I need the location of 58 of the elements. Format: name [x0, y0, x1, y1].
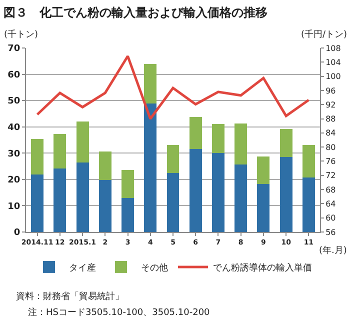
y-tick-label: 0: [14, 228, 20, 238]
bar: [144, 64, 157, 104]
y2-tick-label: 92: [326, 100, 336, 110]
bar: [280, 156, 292, 232]
text: 注：HSコード3505.10-100、3505.10-200: [28, 307, 210, 318]
line-series: [36, 54, 310, 120]
bar: [166, 144, 180, 174]
bar: [166, 173, 180, 232]
y2-tick-label: 88: [326, 114, 336, 124]
text: 資料：財務省「貿易統計」: [16, 291, 124, 302]
y-tick-label: 20: [8, 176, 20, 186]
bar: [122, 198, 134, 232]
bar: [31, 138, 44, 174]
y2-tick-label: 68: [326, 185, 336, 194]
bar: [189, 149, 202, 232]
y-tick-label: 40: [8, 123, 20, 134]
bar: [257, 156, 270, 184]
bar: [257, 184, 270, 232]
bar: [212, 124, 224, 154]
bar: [144, 104, 157, 232]
chart-title: 図３ 化工でん粉の輸入量および輸入価格の推移: [4, 5, 268, 20]
legend-label: タイ産: [69, 262, 96, 274]
y-tick-label: 60: [8, 70, 20, 80]
bar: [234, 164, 248, 232]
y-tick-label: 70: [8, 44, 20, 54]
bar: [98, 180, 112, 232]
bar: [31, 174, 44, 232]
bar: [76, 122, 89, 163]
bar: [189, 117, 202, 150]
x-axis-title: (年.月): [319, 245, 347, 256]
bar: [302, 144, 315, 178]
y2-tick-label: 104: [326, 58, 341, 67]
bar: [76, 162, 89, 232]
y2-axis-title: (千円/トン): [301, 29, 348, 40]
bar: [54, 168, 66, 232]
bar: [302, 177, 315, 232]
y2-tick-label: 64: [326, 199, 336, 208]
bar: [98, 151, 112, 180]
y2-tick-label: 76: [326, 157, 336, 166]
y2-tick-label: 108: [326, 44, 341, 53]
legend-label: でん粉誘導体の輸入単価: [213, 262, 312, 274]
y2-tick-label: 100: [326, 72, 341, 82]
bar: [234, 124, 248, 164]
y2-tick-label: 72: [326, 171, 336, 180]
legend-label: その他: [141, 262, 168, 274]
bar: [122, 170, 134, 198]
y-tick-label: 30: [8, 149, 20, 160]
y2-tick-label: 96: [326, 86, 336, 96]
bar: [212, 153, 224, 232]
y2-tick-label: 80: [326, 142, 336, 152]
y-tick-label: 50: [8, 96, 20, 107]
y2-tick-label: 84: [326, 128, 336, 138]
bar: [54, 134, 66, 169]
y2-tick-label: 56: [326, 228, 336, 237]
y-axis-title: (千トン): [4, 29, 38, 40]
y-tick-label: 10: [8, 202, 20, 212]
bar: [280, 129, 292, 157]
y2-tick-label: 60: [326, 214, 336, 223]
